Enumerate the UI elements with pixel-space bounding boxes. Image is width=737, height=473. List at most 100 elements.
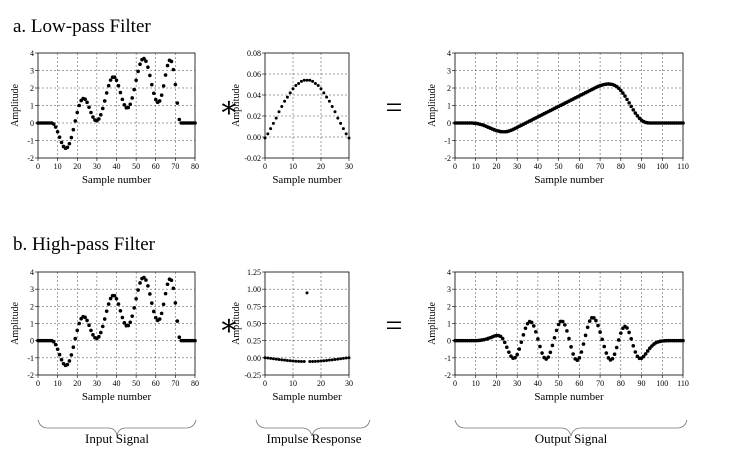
x-tick-label: 40 bbox=[113, 379, 121, 388]
data-point bbox=[163, 291, 168, 296]
y-tick-label: 0.00 bbox=[247, 133, 261, 142]
y-tick-label: 1.00 bbox=[247, 285, 261, 294]
data-point bbox=[274, 116, 278, 120]
x-tick-label: 50 bbox=[555, 162, 563, 171]
data-point bbox=[614, 345, 619, 350]
data-point bbox=[610, 356, 615, 361]
y-tick-label: 3 bbox=[30, 67, 34, 76]
data-point bbox=[99, 330, 103, 335]
data-point bbox=[120, 97, 125, 102]
data-point bbox=[159, 311, 164, 316]
data-point bbox=[59, 357, 64, 362]
y-tick-label: 0.50 bbox=[247, 320, 261, 329]
x-axis-label: Sample number bbox=[534, 174, 604, 186]
x-tick-label: 10 bbox=[289, 379, 297, 388]
data-point bbox=[171, 67, 176, 72]
data-point bbox=[569, 345, 573, 349]
data-point bbox=[114, 296, 119, 301]
data-point bbox=[585, 325, 590, 330]
data-point bbox=[629, 336, 633, 341]
data-point bbox=[592, 316, 596, 320]
x-tick-label: 0 bbox=[36, 162, 40, 171]
data-point bbox=[600, 337, 604, 342]
data-point bbox=[108, 296, 113, 301]
data-point bbox=[330, 358, 334, 362]
data-point bbox=[519, 340, 524, 345]
data-point bbox=[277, 110, 281, 114]
y-axis-label: Amplitude bbox=[231, 84, 242, 127]
data-point bbox=[112, 75, 117, 79]
y-tick-label: 0.25 bbox=[247, 337, 261, 346]
x-tick-label: 20 bbox=[73, 162, 81, 171]
data-point bbox=[83, 97, 87, 101]
data-point bbox=[171, 286, 176, 291]
data-point bbox=[57, 352, 62, 357]
data-point bbox=[151, 91, 156, 96]
data-point bbox=[116, 83, 121, 88]
data-point bbox=[136, 288, 140, 292]
data-point bbox=[77, 321, 82, 326]
data-point bbox=[89, 110, 93, 115]
data-point bbox=[85, 100, 89, 105]
data-point bbox=[330, 105, 334, 109]
x-tick-label: 70 bbox=[596, 379, 604, 388]
data-point bbox=[552, 335, 557, 340]
data-point bbox=[623, 94, 627, 98]
data-point bbox=[319, 359, 323, 363]
data-point bbox=[150, 82, 154, 87]
data-point bbox=[67, 359, 72, 363]
data-point bbox=[285, 95, 289, 99]
data-point bbox=[571, 352, 575, 356]
data-point bbox=[57, 135, 62, 139]
data-point bbox=[153, 315, 158, 320]
plot-frame bbox=[264, 52, 350, 159]
y-axis-label: Amplitude bbox=[427, 84, 438, 127]
data-point bbox=[550, 343, 555, 348]
chart-b-impulse: 0 10 20 30 -0.25 0.00 0.25 0.50 0.75 1.00 1.25 Samp… bbox=[231, 268, 353, 403]
data-point bbox=[288, 91, 292, 95]
x-tick-label: 0 bbox=[453, 379, 457, 388]
data-point bbox=[91, 333, 95, 337]
data-point bbox=[631, 108, 636, 112]
x-tick-label: 10 bbox=[289, 162, 297, 171]
data-point bbox=[100, 106, 105, 111]
y-tick-label: 0.75 bbox=[247, 302, 261, 311]
data-point bbox=[138, 62, 142, 66]
data-point bbox=[325, 358, 329, 362]
data-point bbox=[59, 140, 64, 145]
x-tick-label: 90 bbox=[638, 379, 646, 388]
x-axis-label: Sample number bbox=[82, 174, 152, 186]
data-point bbox=[560, 319, 565, 324]
y-tick-label: 0.04 bbox=[247, 91, 261, 100]
data-point bbox=[316, 359, 320, 363]
data-point bbox=[65, 145, 70, 150]
y-axis-label: Amplitude bbox=[10, 84, 21, 127]
data-point bbox=[577, 356, 582, 360]
data-point bbox=[126, 105, 131, 110]
data-point bbox=[175, 319, 180, 323]
x-tick-label: 80 bbox=[191, 162, 199, 171]
y-tick-label: 3 bbox=[447, 285, 451, 294]
data-point bbox=[313, 81, 317, 85]
data-point bbox=[594, 318, 598, 323]
data-point bbox=[283, 99, 287, 103]
data-point bbox=[581, 342, 586, 346]
data-point bbox=[285, 358, 289, 362]
y-tick-label: -2 bbox=[27, 371, 34, 380]
data-point bbox=[627, 101, 631, 105]
chart-a-input: 0 10 20 30 40 50 60 70 80 -2 -1 0 1 2 3 4 Sample number A… bbox=[10, 49, 199, 186]
x-tick-label: 40 bbox=[113, 162, 121, 171]
data-point bbox=[311, 79, 315, 83]
x-tick-label: 30 bbox=[345, 162, 353, 171]
x-axis-label: Sample number bbox=[272, 391, 342, 403]
data-point bbox=[118, 308, 123, 313]
x-axis-label: Sample number bbox=[534, 391, 604, 403]
data-point bbox=[271, 121, 275, 125]
data-point bbox=[132, 87, 136, 92]
x-tick-label: 50 bbox=[132, 379, 140, 388]
data-point bbox=[339, 121, 343, 125]
data-point bbox=[102, 99, 107, 103]
data-point bbox=[130, 314, 134, 318]
data-point bbox=[299, 359, 303, 363]
data-point bbox=[635, 114, 640, 118]
